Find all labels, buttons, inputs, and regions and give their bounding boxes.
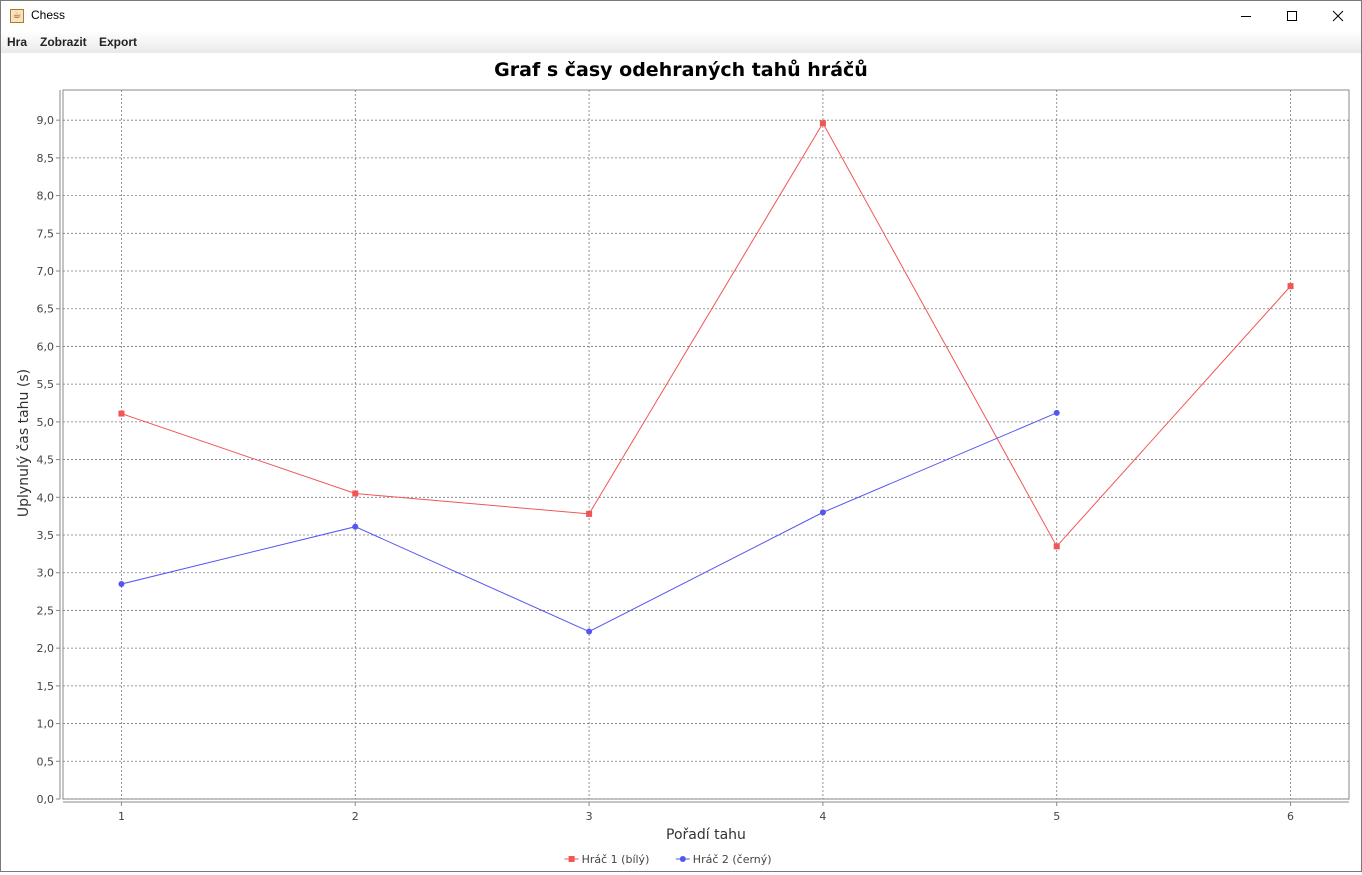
menu-bar: Hra Zobrazit Export: [1, 31, 1361, 53]
legend-marker-circle: [679, 856, 686, 862]
series: [118, 120, 1294, 635]
minimize-icon: [1241, 16, 1251, 17]
data-point-circle: [1053, 409, 1060, 416]
y-tick-label: 7,0: [37, 265, 55, 278]
y-axis-label: Uplynulý čas tahu (s): [16, 369, 32, 517]
legend: Hráč 1 (bílý) Hráč 2 (černý): [564, 853, 772, 866]
y-tick-label: 4,5: [37, 454, 55, 467]
series-2: [118, 409, 1060, 635]
data-point-square: [586, 510, 593, 517]
window-title: Chess: [31, 8, 66, 22]
data-point-square: [819, 120, 826, 127]
legend-label: Hráč 1 (bílý): [582, 853, 650, 866]
line-chart: Graf s časy odehraných tahů hráčů 1 2 3 4 5 6…: [16, 58, 1350, 866]
legend-item-2: Hráč 2 (černý): [675, 853, 772, 866]
y-tick-label: 2,5: [37, 604, 55, 617]
y-tick-label: 0,5: [37, 755, 55, 768]
x-tick-label: 2: [352, 810, 359, 823]
data-point-square: [118, 410, 125, 417]
menu-hra[interactable]: Hra: [7, 35, 28, 49]
minimize-button[interactable]: [1223, 1, 1269, 31]
y-tick-label: 4,0: [37, 491, 55, 504]
java-cup-icon: ☕: [10, 9, 24, 23]
y-tick-label: 7,5: [37, 227, 55, 240]
data-point-circle: [352, 523, 359, 530]
y-tick-label: 8,5: [37, 152, 55, 165]
data-point-circle: [586, 628, 593, 635]
legend-label: Hráč 2 (černý): [693, 853, 772, 866]
y-tick-label: 1,5: [37, 680, 55, 693]
x-axis-label: Pořadí tahu: [666, 827, 746, 843]
legend-marker-square: [568, 856, 575, 862]
series-1: [118, 120, 1294, 550]
title-bar[interactable]: ☕ Chess: [1, 1, 1361, 31]
y-tick-label: 9,0: [37, 114, 55, 127]
data-point-square: [352, 490, 359, 497]
data-point-circle: [819, 509, 826, 516]
y-tick-label: 8,0: [37, 190, 55, 203]
chart-title: Graf s časy odehraných tahů hráčů: [494, 58, 868, 81]
x-tick-label: 6: [1287, 810, 1294, 823]
data-point-square: [1053, 543, 1060, 550]
maximize-button[interactable]: [1269, 1, 1315, 31]
y-tick-label: 0,0: [37, 793, 55, 806]
maximize-icon: [1287, 11, 1297, 21]
menu-zobrazit[interactable]: Zobrazit: [40, 35, 87, 49]
close-icon: [1332, 10, 1344, 22]
y-tick-label: 3,0: [37, 567, 55, 580]
x-tick-label: 5: [1053, 810, 1060, 823]
close-button[interactable]: [1315, 1, 1361, 31]
y-tick-label: 1,0: [37, 718, 55, 731]
y-tick-label: 6,0: [37, 340, 55, 353]
x-tick-label: 3: [586, 810, 593, 823]
x-tick-label: 4: [819, 810, 826, 823]
series-line: [121, 122, 1291, 548]
chart-panel: Graf s časy odehraných tahů hráčů 1 2 3 4 5 6…: [1, 53, 1361, 871]
y-tick-label: 6,5: [37, 303, 55, 316]
y-tick-label: 5,5: [37, 378, 55, 391]
axes: 1 2 3 4 5 6 0,0 0,5 1,0 1,5 2,0 2,5 3,0 3,5 4,0 4,5 5,0 5…: [37, 90, 1349, 823]
data-point-square: [1287, 283, 1294, 290]
x-tick-label: 1: [118, 810, 125, 823]
menu-export[interactable]: Export: [99, 35, 138, 49]
y-tick-label: 3,5: [37, 529, 55, 542]
y-tick-label: 2,0: [37, 642, 55, 655]
data-point-circle: [118, 581, 125, 588]
plot-background: [62, 89, 1350, 800]
legend-item-1: Hráč 1 (bílý): [564, 853, 650, 866]
y-tick-label: 5,0: [37, 416, 55, 429]
